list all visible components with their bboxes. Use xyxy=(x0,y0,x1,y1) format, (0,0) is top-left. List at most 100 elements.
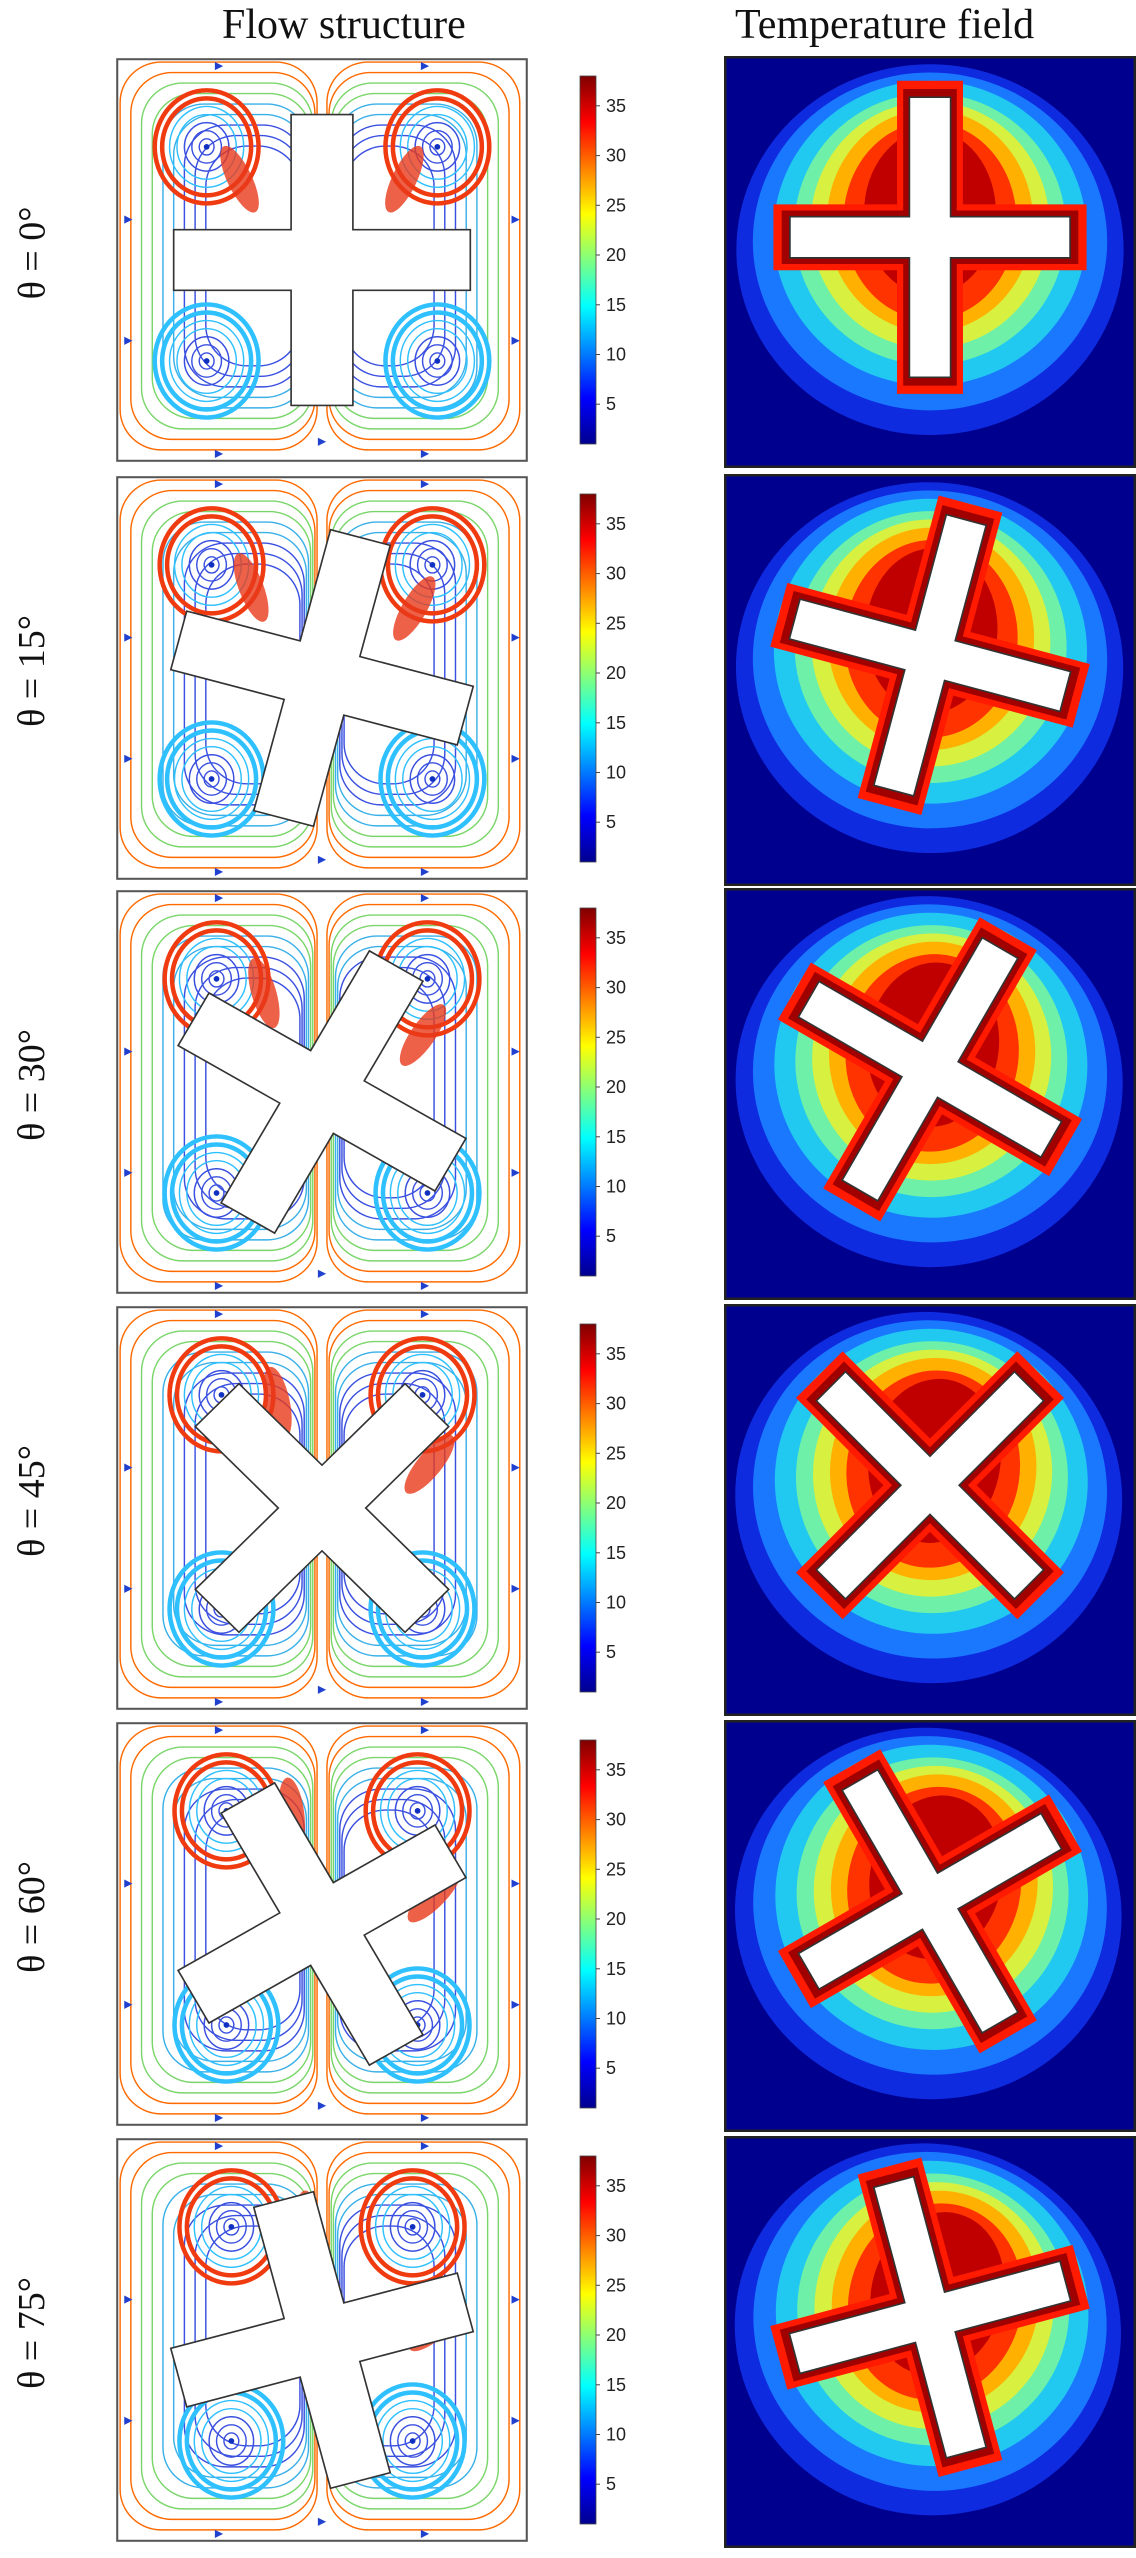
temperature-field-panel xyxy=(724,56,1136,468)
colorbar-tick: 25 xyxy=(606,1443,626,1463)
cross-obstacle-icon xyxy=(176,1781,468,2067)
panel-frame xyxy=(724,888,1136,1300)
cross-obstacle-icon xyxy=(169,528,475,828)
colorbar-tick: 20 xyxy=(606,2325,626,2345)
colorbar-gradient xyxy=(579,1739,597,2109)
vortex-streamline xyxy=(215,2210,247,2244)
flow-direction-arrow xyxy=(511,336,520,345)
vortex-center xyxy=(208,776,215,782)
colorbar-tick: 15 xyxy=(606,713,626,733)
colorbar-ticks: 35 30 25 20 15 10 5 xyxy=(606,2176,626,2494)
figure-row-theta-45: θ = 45° 35 30 25 20 15 10 5 xyxy=(0,1296,1136,1716)
colorbar-tick: 35 xyxy=(606,96,626,116)
colorbar-tick: 20 xyxy=(606,245,626,265)
temperature-field-panel xyxy=(724,1720,1136,2132)
colorbar-tick: 25 xyxy=(606,2275,626,2295)
panel-frame xyxy=(724,2136,1136,2548)
high-velocity-region xyxy=(220,145,259,213)
flow-direction-arrow xyxy=(124,2416,133,2425)
flow-structure-plot xyxy=(116,1722,528,2126)
vortex-streamline xyxy=(183,336,230,386)
flow-direction-arrow xyxy=(511,2416,520,2425)
vortex-streamline xyxy=(389,2201,436,2252)
vortex-streamline xyxy=(385,514,480,616)
panel-frame xyxy=(116,2138,528,2542)
colorbar-ticks: 35 30 25 20 15 10 5 xyxy=(606,1760,626,2078)
vortex-streamline xyxy=(402,1794,434,1828)
angle-label: θ = 30° xyxy=(11,1029,53,1141)
colorbar-tick: 30 xyxy=(606,1810,626,1830)
vortex-center xyxy=(429,562,436,568)
colorbar-ticks: 35 30 25 20 15 10 5 xyxy=(606,96,626,414)
vortex-streamline xyxy=(429,138,446,156)
vortex-streamline xyxy=(223,2432,240,2450)
colorbar-tick: 20 xyxy=(606,1077,626,1097)
flow-direction-arrow xyxy=(511,1047,520,1056)
vortex-center xyxy=(419,1392,426,1398)
flow-direction-arrow xyxy=(214,867,224,876)
flow-structure-plot xyxy=(116,890,528,1294)
high-velocity-region xyxy=(393,576,436,641)
flow-direction-arrow xyxy=(214,2113,224,2122)
colorbar-tick: 20 xyxy=(606,663,626,683)
flow-direction-arrow xyxy=(511,1463,520,1472)
vortex-center xyxy=(203,144,210,150)
vortex-streamline xyxy=(176,327,238,395)
vortex-streamline xyxy=(382,2193,444,2260)
flow-direction-arrow xyxy=(317,855,327,864)
flow-direction-arrow xyxy=(420,1697,430,1706)
vortex-streamline xyxy=(208,2416,255,2466)
velocity-colorbar: 35 30 25 20 15 10 5 xyxy=(576,74,686,446)
flow-direction-arrow xyxy=(214,894,224,903)
vortex-streamline xyxy=(173,737,250,821)
flow-direction-arrow xyxy=(511,2295,520,2304)
velocity-colorbar: 35 30 25 20 15 10 5 xyxy=(576,2154,686,2526)
angle-label: θ = 0° xyxy=(11,206,53,300)
vortex-streamline xyxy=(200,2407,262,2475)
flow-direction-arrow xyxy=(214,1310,224,1319)
vortex-streamline xyxy=(167,1550,276,1668)
colorbar-tick: 30 xyxy=(606,1394,626,1414)
vortex-streamline xyxy=(383,302,492,420)
colorbar-svg: 35 30 25 20 15 10 5 xyxy=(579,1323,626,1693)
vortex-streamline xyxy=(196,548,228,582)
colorbar-tick: 10 xyxy=(606,345,626,365)
flow-direction-arrow xyxy=(420,480,430,489)
vortex-center xyxy=(213,1190,220,1196)
colorbar-gradient xyxy=(579,2155,597,2525)
vortex-streamline xyxy=(152,88,261,206)
figure-row-theta-30: θ = 30° 35 30 25 20 15 10 5 xyxy=(0,880,1136,1300)
colorbar-tick: 10 xyxy=(606,763,626,783)
vortex-streamline xyxy=(402,745,463,813)
vortex-streamline xyxy=(176,113,238,180)
cross-obstacle-icon xyxy=(815,1370,1045,1601)
colorbar-tick: 30 xyxy=(606,2226,626,2246)
colorbar-tick: 25 xyxy=(606,195,626,215)
colorbar-tick: 15 xyxy=(606,295,626,315)
cross-obstacle-icon xyxy=(169,2190,475,2490)
vortex-center xyxy=(409,2224,416,2230)
vortex-center xyxy=(414,1808,421,1814)
flow-direction-arrow xyxy=(214,62,224,71)
flow-direction-arrow xyxy=(420,1281,430,1290)
vortex-streamline xyxy=(399,105,476,188)
vortex-streamline xyxy=(203,770,220,788)
temperature-field-panel xyxy=(724,888,1136,1300)
flow-direction-arrow xyxy=(420,867,430,876)
flow-direction-arrow xyxy=(317,437,327,446)
flow-direction-arrow xyxy=(124,1584,133,1593)
vortex-streamline xyxy=(409,1802,426,1820)
colorbar-gradient xyxy=(579,493,597,863)
vortex-streamline xyxy=(414,336,461,386)
vortex-streamline xyxy=(223,2218,240,2236)
vortex-center xyxy=(208,562,215,568)
colorbar-tick: 15 xyxy=(606,2375,626,2395)
vortex-streamline xyxy=(191,344,223,378)
flow-structure-plot xyxy=(116,1306,528,1710)
colorbar-tick: 5 xyxy=(606,1642,616,1662)
vortex-streamline xyxy=(389,2416,436,2466)
flow-direction-arrow xyxy=(317,1269,327,1278)
colorbar-tick: 10 xyxy=(606,1177,626,1197)
high-velocity-region xyxy=(399,1004,447,1066)
flow-direction-arrow xyxy=(124,633,133,642)
